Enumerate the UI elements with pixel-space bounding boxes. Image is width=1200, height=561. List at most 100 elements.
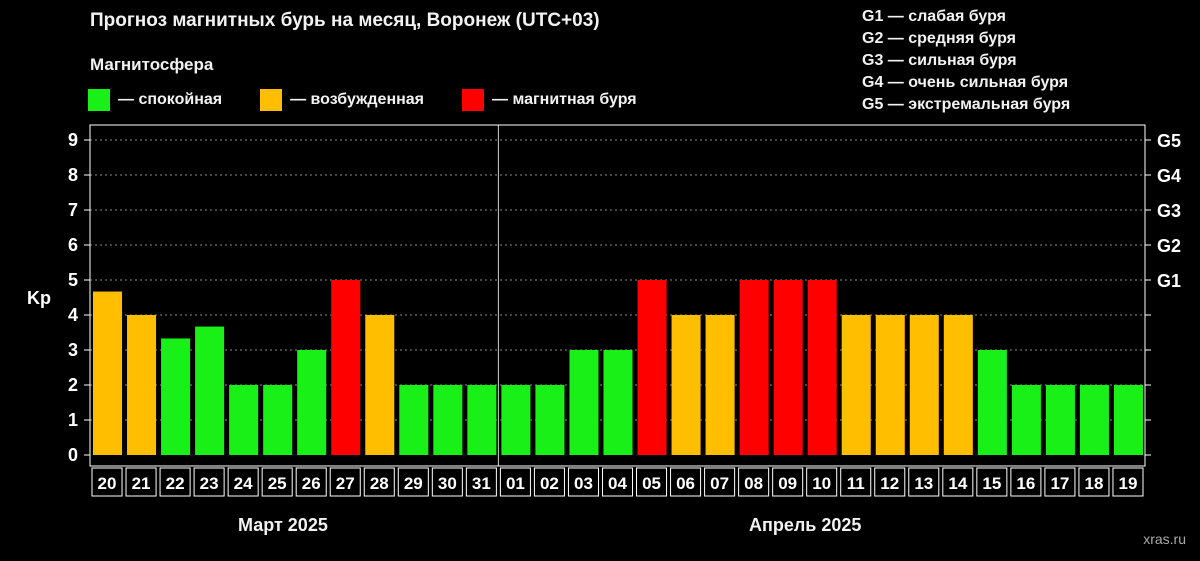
month-label-april: Апрель 2025 — [749, 515, 862, 535]
y-tick-label: 3 — [68, 340, 78, 360]
date-box — [670, 467, 702, 497]
legend-item-quiet: — спокойная — [88, 89, 222, 111]
date-label: 13 — [914, 474, 933, 493]
date-box — [636, 467, 668, 497]
date-label: 16 — [1016, 474, 1035, 493]
date-label: 03 — [574, 474, 593, 493]
bar — [161, 338, 191, 455]
legend: — спокойная — возбужденная — магнитная б… — [88, 89, 675, 111]
date-box — [806, 467, 838, 497]
bar — [875, 315, 905, 455]
bar — [127, 315, 157, 455]
chart-title: Прогноз магнитных бурь на месяц, Воронеж… — [90, 10, 600, 31]
date-label: 19 — [1119, 474, 1138, 493]
storm-level-tick-label: G2 — [1157, 236, 1181, 256]
date-label: 12 — [880, 474, 899, 493]
y-tick-label: 5 — [68, 270, 78, 290]
date-box — [499, 467, 531, 497]
date-box — [1078, 467, 1110, 497]
date-label: 10 — [812, 474, 831, 493]
watermark: xras.ru — [1143, 531, 1186, 547]
date-box — [976, 467, 1008, 497]
date-label: 17 — [1050, 474, 1069, 493]
legend-item-active: — возбужденная — [260, 89, 424, 111]
bar — [705, 315, 735, 455]
date-box — [1044, 467, 1076, 497]
y-tick-label: 6 — [68, 235, 78, 255]
date-label: 21 — [132, 474, 151, 493]
bar — [569, 350, 599, 455]
bar — [229, 385, 259, 455]
date-box — [567, 467, 599, 497]
bar — [773, 280, 803, 455]
date-box — [397, 467, 429, 497]
g2-legend-text: G2 — средняя буря — [862, 30, 1016, 47]
bar — [739, 280, 769, 455]
date-label: 24 — [234, 474, 253, 493]
date-box — [772, 467, 804, 497]
y-tick-label: 2 — [68, 375, 78, 395]
bar — [977, 350, 1007, 455]
bar — [603, 350, 633, 455]
date-label: 15 — [982, 474, 1001, 493]
y-tick-label: 8 — [68, 165, 78, 185]
g1-legend-text: G1 — слабая буря — [862, 8, 1007, 25]
bar — [433, 385, 463, 455]
date-box — [431, 467, 463, 497]
bar — [671, 315, 701, 455]
bar — [909, 315, 939, 455]
bar — [841, 315, 871, 455]
date-box — [738, 467, 770, 497]
date-box — [295, 467, 327, 497]
y-tick-label: 7 — [68, 200, 78, 220]
date-box — [465, 467, 497, 497]
legend-title: Магнитосфера — [90, 55, 214, 74]
storm-level-tick-label: G4 — [1157, 166, 1181, 186]
date-box — [125, 467, 157, 497]
date-label: 27 — [336, 474, 355, 493]
date-box — [908, 467, 940, 497]
bar — [195, 326, 225, 455]
date-label: 14 — [948, 474, 967, 493]
date-box — [533, 467, 565, 497]
date-label: 28 — [370, 474, 389, 493]
date-box — [1010, 467, 1042, 497]
bar — [263, 385, 293, 455]
legend-label-active: — возбужденная — [290, 91, 425, 108]
y-axis-label: Kp — [27, 288, 51, 308]
date-label: 31 — [472, 474, 491, 493]
date-label: 23 — [200, 474, 219, 493]
bar — [807, 280, 837, 455]
date-label: 25 — [268, 474, 287, 493]
date-label: 08 — [744, 474, 763, 493]
bar — [1045, 385, 1075, 455]
date-box — [704, 467, 736, 497]
legend-label-quiet: — спокойная — [118, 91, 223, 108]
date-box — [329, 467, 361, 497]
bar — [297, 350, 327, 455]
legend-swatch-active — [260, 89, 283, 111]
date-label: 22 — [166, 474, 185, 493]
legend-swatch-quiet — [88, 89, 110, 111]
bar — [1113, 385, 1143, 455]
date-box — [159, 467, 191, 497]
storm-level-tick-label: G5 — [1157, 131, 1181, 151]
bar — [1011, 385, 1041, 455]
y-tick-label: 4 — [68, 305, 78, 325]
date-box — [227, 467, 259, 497]
date-box — [261, 467, 293, 497]
date-label: 06 — [676, 474, 695, 493]
date-label: 11 — [847, 474, 865, 493]
y-tick-label: 1 — [68, 410, 78, 430]
date-label: 04 — [608, 474, 627, 493]
y-tick-label: 0 — [68, 445, 78, 465]
date-label: 26 — [302, 474, 321, 493]
date-label: 29 — [404, 474, 423, 493]
bar — [943, 315, 973, 455]
legend-swatch-storm — [462, 89, 485, 111]
date-label: 05 — [642, 474, 661, 493]
bar — [331, 280, 361, 455]
storm-level-tick-label: G1 — [1157, 271, 1181, 291]
date-box — [193, 467, 225, 497]
